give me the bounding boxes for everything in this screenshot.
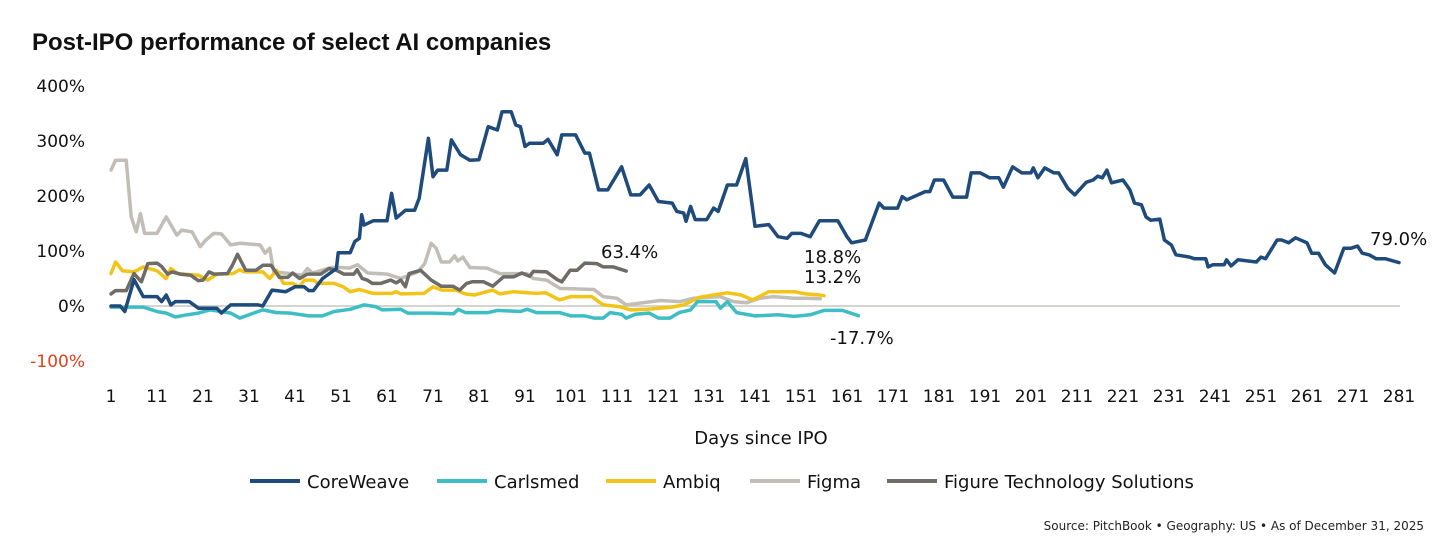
- x-tick-label: 211: [1061, 387, 1093, 407]
- y-tick-label: 100%: [36, 242, 85, 262]
- end-label-figma: 13.2%: [804, 267, 861, 288]
- end-label-ambiq: 18.8%: [804, 247, 861, 268]
- chart-title: Post-IPO performance of select AI compan…: [32, 29, 551, 56]
- end-label-figure-technology: 63.4%: [601, 242, 658, 263]
- x-tick-label: 221: [1107, 387, 1139, 407]
- x-tick-label: 1: [106, 387, 117, 407]
- legend-label: Carlsmed: [494, 472, 579, 493]
- x-tick-label: 31: [238, 387, 260, 407]
- series-lines: [109, 110, 1401, 320]
- x-tick-label: 171: [877, 387, 909, 407]
- y-tick-label: 400%: [36, 77, 85, 97]
- legend-item: CoreWeave: [250, 472, 409, 493]
- x-tick-label: 191: [969, 387, 1001, 407]
- x-tick-label: 251: [1245, 387, 1277, 407]
- series-line-carlsmed: [109, 299, 861, 320]
- x-tick-label: 21: [192, 387, 214, 407]
- x-tick-label: 231: [1153, 387, 1185, 407]
- x-tick-label: 81: [468, 387, 490, 407]
- x-tick-label: 51: [330, 387, 352, 407]
- x-tick-label: 41: [284, 387, 306, 407]
- x-tick-label: 141: [739, 387, 771, 407]
- legend: CoreWeave Carlsmed Ambiq Figma Figure Techno…: [250, 472, 1194, 493]
- legend-item: Ambiq: [606, 472, 721, 493]
- x-axis: 1 11 21 31 41 51 61 71 81 91 101 111 121 131 141 151 161…: [106, 387, 1416, 407]
- legend-label: CoreWeave: [307, 472, 409, 493]
- source-note: Source: PitchBook • Geography: US • As o…: [1044, 519, 1424, 533]
- legend-item: Carlsmed: [437, 472, 579, 493]
- x-tick-label: 241: [1199, 387, 1231, 407]
- x-tick-label: 161: [831, 387, 863, 407]
- y-tick-label: 300%: [36, 132, 85, 152]
- series-line-figure-technology-solutions: [109, 252, 628, 296]
- series-line-ambiq: [109, 260, 826, 312]
- y-axis: 400% 300% 200% 100% 0% -100%: [30, 77, 85, 372]
- end-label-carlsmed: -17.7%: [830, 328, 894, 349]
- legend-item: Figma: [750, 472, 861, 493]
- legend-label: Figma: [807, 472, 861, 493]
- x-tick-label: 281: [1383, 387, 1415, 407]
- legend-label: Ambiq: [663, 472, 721, 493]
- x-tick-label: 131: [693, 387, 725, 407]
- y-tick-label: 200%: [36, 187, 85, 207]
- x-tick-label: 201: [1015, 387, 1047, 407]
- x-tick-label: 71: [422, 387, 444, 407]
- x-tick-label: 151: [785, 387, 817, 407]
- y-tick-label: 0%: [58, 297, 85, 317]
- series-line-figma: [109, 158, 823, 307]
- end-labels: 63.4% 18.8% 13.2% -17.7% 79.0%: [601, 229, 1427, 349]
- y-tick-label: -100%: [30, 352, 85, 372]
- end-label-coreweave: 79.0%: [1370, 229, 1427, 250]
- x-tick-label: 261: [1291, 387, 1323, 407]
- x-tick-label: 271: [1337, 387, 1369, 407]
- legend-label: Figure Technology Solutions: [944, 472, 1194, 493]
- legend-item: Figure Technology Solutions: [887, 472, 1194, 493]
- series-line-coreweave: [109, 110, 1401, 315]
- x-tick-label: 11: [146, 387, 168, 407]
- x-tick-label: 111: [601, 387, 633, 407]
- x-tick-label: 61: [376, 387, 398, 407]
- x-tick-label: 91: [514, 387, 536, 407]
- x-tick-label: 101: [555, 387, 587, 407]
- x-axis-label: Days since IPO: [694, 428, 827, 449]
- x-tick-label: 121: [647, 387, 679, 407]
- x-tick-label: 181: [923, 387, 955, 407]
